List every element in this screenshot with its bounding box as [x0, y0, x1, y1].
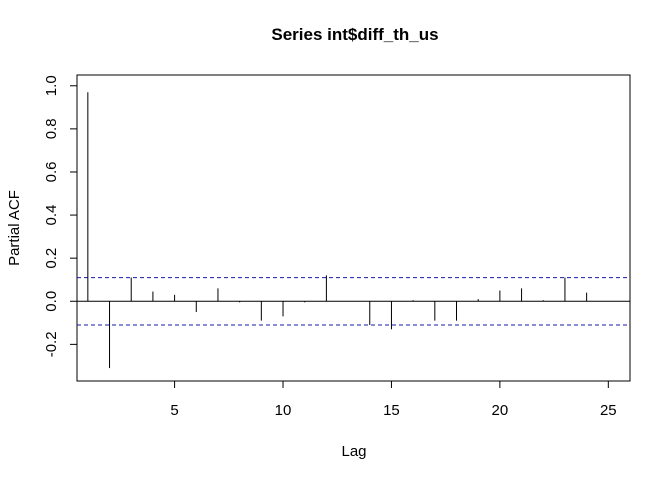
pacf-bars — [87, 92, 588, 369]
x-tick-label: 15 — [383, 402, 400, 419]
chart-title: Series int$diff_th_us — [271, 25, 438, 44]
y-tick-label: 0.4 — [43, 205, 60, 226]
y-tick-label: 0.8 — [43, 118, 60, 139]
y-tick-label: 0.2 — [43, 248, 60, 269]
y-tick-label: 1.0 — [43, 75, 60, 96]
y-tick-label: 0.6 — [43, 162, 60, 183]
reference-lines — [77, 277, 630, 326]
y-tick-label: -0.2 — [43, 331, 60, 357]
x-tick-label: 20 — [492, 402, 509, 419]
y-axis: -0.2 0.0 0.2 0.4 0.6 0.8 1.0 — [43, 75, 78, 357]
x-axis-label: Lag — [341, 443, 366, 460]
plot-frame — [76, 74, 631, 382]
y-axis-label: Partial ACF — [6, 190, 23, 266]
x-tick-label: 10 — [275, 402, 292, 419]
x-tick-label: 25 — [600, 402, 617, 419]
y-tick-label: 0.0 — [43, 291, 60, 312]
x-axis: 5 10 15 20 25 — [170, 380, 617, 419]
x-tick-label: 5 — [170, 402, 178, 419]
